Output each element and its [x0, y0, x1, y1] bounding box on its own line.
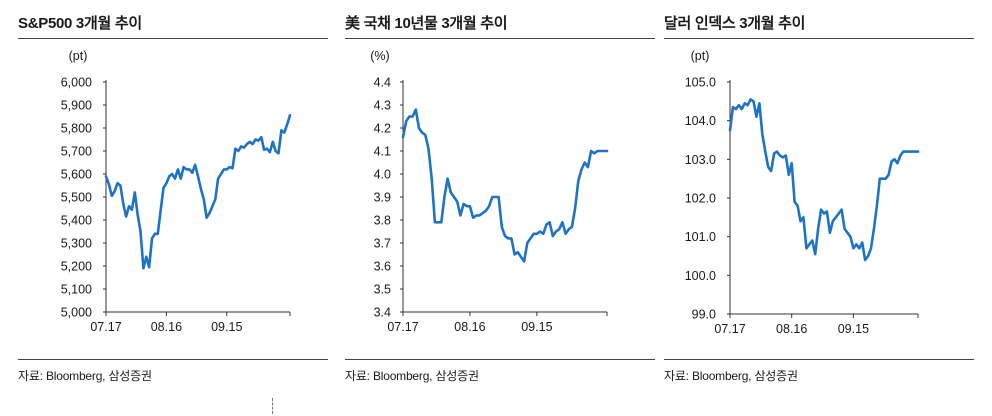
y-tick-label: 5,500 [61, 191, 92, 205]
y-tick-label: 6,000 [61, 76, 92, 90]
y-tick-label: 3.5 [374, 283, 391, 297]
title-divider [664, 38, 974, 39]
y-tick-label: 5,100 [61, 283, 92, 297]
page-separator-mark [272, 398, 273, 414]
series-line [104, 114, 292, 270]
y-tick-label: 101.0 [685, 230, 716, 244]
y-tick-label: 5,600 [61, 168, 92, 182]
unit-label: (pt) [69, 49, 88, 63]
source-divider [18, 359, 328, 360]
y-tick-label: 3.9 [374, 191, 391, 205]
x-tick-label: 09.15 [521, 320, 552, 334]
y-tick-label: 5,800 [61, 122, 92, 136]
x-tick-label: 07.17 [714, 322, 745, 336]
x-tick-label: 09.15 [838, 322, 869, 336]
y-tick-label: 99.0 [692, 308, 716, 322]
x-tick-label: 08.16 [454, 320, 485, 334]
y-tick-label: 5,300 [61, 237, 92, 251]
title-divider [345, 38, 655, 39]
y-tick-label: 3.6 [374, 260, 391, 274]
y-tick-label: 4.0 [374, 168, 391, 182]
y-tick-label: 5,900 [61, 99, 92, 113]
x-tick-label: 09.15 [211, 320, 242, 334]
y-tick-label: 104.0 [685, 114, 716, 128]
y-tick-label: 103.0 [685, 153, 716, 167]
y-tick-label: 4.3 [374, 99, 391, 113]
x-tick-label: 07.17 [387, 320, 418, 334]
ust10y-chart-panel: 美 국채 10년물 3개월 추이 (%) 3.4 3.5 3.6 3.7 3.8 3.9 4.… [345, 0, 655, 400]
y-tick-label: 4.1 [374, 145, 391, 159]
dxy-line-chart: (pt) 99.0 100.0 101.0 102.0 103.0 104.0 105.0 07… [685, 49, 920, 336]
dxy-chart-panel: 달러 인덱스 3개월 추이 (pt) 99.0 100.0 101.0 102.0 103… [664, 0, 974, 400]
y-tick-label: 102.0 [685, 192, 716, 206]
y-tick-label: 100.0 [685, 269, 716, 283]
source-note: 자료: Bloomberg, 삼성증권 [664, 369, 798, 383]
y-tick-label: 3.4 [374, 306, 391, 320]
series-line [728, 98, 920, 262]
x-tick-label: 08.16 [151, 320, 182, 334]
source-divider [664, 359, 974, 360]
chart-title: 美 국채 10년물 3개월 추이 [345, 15, 508, 32]
ust10y-line-chart: (%) 3.4 3.5 3.6 3.7 3.8 3.9 4.0 4.1 4.2 4.3 4.4 07.1… [370, 49, 609, 334]
series-line [401, 108, 609, 263]
title-divider [18, 38, 328, 39]
chart-title: S&P500 3개월 추이 [18, 15, 142, 32]
y-tick-label: 3.8 [374, 214, 391, 228]
x-tick-label: 07.17 [90, 320, 121, 334]
y-tick-label: 5,200 [61, 260, 92, 274]
unit-label: (pt) [691, 49, 710, 63]
x-tick-label: 08.16 [776, 322, 807, 336]
y-tick-label: 5,000 [61, 306, 92, 320]
y-tick-label: 5,400 [61, 214, 92, 228]
source-note: 자료: Bloomberg, 삼성증권 [18, 369, 152, 383]
sp500-line-chart: (pt) 5,000 5,100 5,200 5,300 5,400 5,500 5,600 5… [61, 49, 292, 334]
y-tick-label: 5,700 [61, 145, 92, 159]
chart-title: 달러 인덱스 3개월 추이 [664, 15, 806, 32]
sp500-chart-panel: S&P500 3개월 추이 (pt) 5,000 5,100 5,200 5,300 5,… [18, 0, 328, 400]
y-tick-label: 4.4 [374, 76, 391, 90]
y-tick-label: 3.7 [374, 237, 391, 251]
source-note: 자료: Bloomberg, 삼성증권 [345, 369, 479, 383]
y-tick-label: 4.2 [374, 122, 391, 136]
unit-label: (%) [370, 49, 389, 63]
source-divider [345, 359, 655, 360]
y-tick-label: 105.0 [685, 76, 716, 90]
